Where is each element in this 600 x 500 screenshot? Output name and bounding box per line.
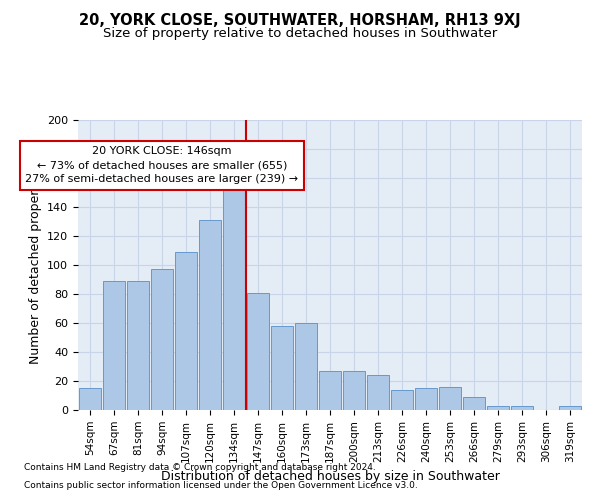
Bar	[439, 387, 461, 410]
Bar	[559, 406, 581, 410]
Y-axis label: Number of detached properties: Number of detached properties	[29, 166, 41, 364]
Bar	[247, 292, 269, 410]
Bar	[79, 388, 101, 410]
Text: Contains public sector information licensed under the Open Government Licence v3: Contains public sector information licen…	[24, 481, 418, 490]
Bar	[151, 270, 173, 410]
Bar	[223, 182, 245, 410]
X-axis label: Distribution of detached houses by size in Southwater: Distribution of detached houses by size …	[161, 470, 499, 483]
Bar	[319, 371, 341, 410]
Text: Size of property relative to detached houses in Southwater: Size of property relative to detached ho…	[103, 28, 497, 40]
Bar	[271, 326, 293, 410]
Bar	[511, 406, 533, 410]
Bar	[415, 388, 437, 410]
Bar	[343, 371, 365, 410]
Bar	[487, 406, 509, 410]
Bar	[367, 375, 389, 410]
Bar	[295, 323, 317, 410]
Bar	[199, 220, 221, 410]
Bar	[391, 390, 413, 410]
Text: Contains HM Land Registry data © Crown copyright and database right 2024.: Contains HM Land Registry data © Crown c…	[24, 464, 376, 472]
Bar	[127, 281, 149, 410]
Text: 20, YORK CLOSE, SOUTHWATER, HORSHAM, RH13 9XJ: 20, YORK CLOSE, SOUTHWATER, HORSHAM, RH1…	[79, 12, 521, 28]
Bar	[463, 397, 485, 410]
Bar	[103, 281, 125, 410]
Bar	[175, 252, 197, 410]
Text: 20 YORK CLOSE: 146sqm
← 73% of detached houses are smaller (655)
27% of semi-det: 20 YORK CLOSE: 146sqm ← 73% of detached …	[25, 146, 299, 184]
